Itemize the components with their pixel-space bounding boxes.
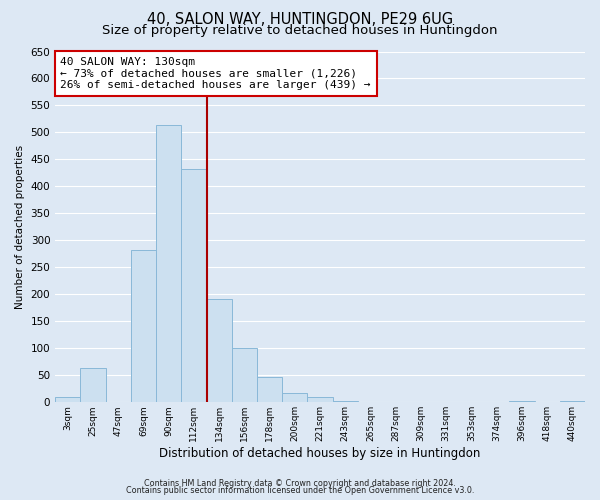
Bar bbox=[80, 368, 106, 402]
Bar bbox=[509, 401, 535, 402]
Bar bbox=[232, 348, 257, 403]
Bar bbox=[181, 169, 206, 402]
Bar bbox=[332, 401, 358, 402]
Text: Contains HM Land Registry data © Crown copyright and database right 2024.: Contains HM Land Registry data © Crown c… bbox=[144, 478, 456, 488]
Text: Size of property relative to detached houses in Huntingdon: Size of property relative to detached ho… bbox=[102, 24, 498, 37]
X-axis label: Distribution of detached houses by size in Huntingdon: Distribution of detached houses by size … bbox=[160, 447, 481, 460]
Bar bbox=[257, 378, 282, 402]
Bar bbox=[307, 397, 332, 402]
Bar bbox=[55, 398, 80, 402]
Y-axis label: Number of detached properties: Number of detached properties bbox=[15, 145, 25, 309]
Bar bbox=[156, 125, 181, 402]
Bar bbox=[560, 401, 585, 402]
Bar bbox=[131, 250, 156, 402]
Bar bbox=[282, 392, 307, 402]
Text: Contains public sector information licensed under the Open Government Licence v3: Contains public sector information licen… bbox=[126, 486, 474, 495]
Bar bbox=[206, 298, 232, 403]
Text: 40, SALON WAY, HUNTINGDON, PE29 6UG: 40, SALON WAY, HUNTINGDON, PE29 6UG bbox=[147, 12, 453, 28]
Text: 40 SALON WAY: 130sqm
← 73% of detached houses are smaller (1,226)
26% of semi-de: 40 SALON WAY: 130sqm ← 73% of detached h… bbox=[61, 57, 371, 90]
